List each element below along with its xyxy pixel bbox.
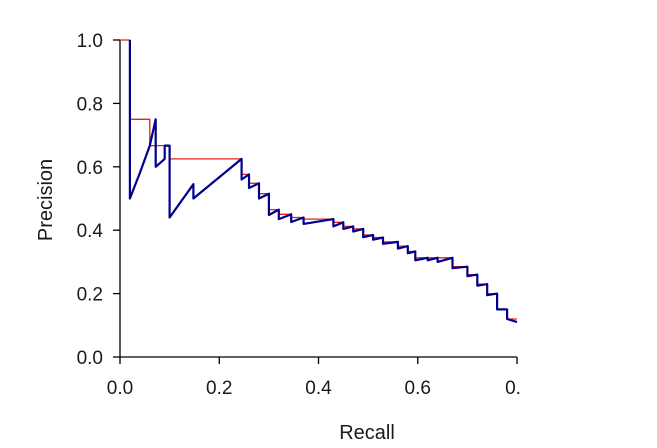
y-tick-label: 0.4 (77, 221, 104, 242)
y-tick-label: 1.0 (77, 31, 103, 52)
ticks: 0.0 0.2 0.4 0.6 0.8 1.0 0.0 0.2 0.4 0.6 0. (77, 31, 521, 399)
series-line-precision (128, 40, 518, 324)
axes (119, 40, 517, 358)
series-layer (120, 39, 518, 324)
x-tick-label: 0.4 (305, 378, 332, 399)
y-tick-label: 0.0 (77, 348, 103, 369)
x-tick-label: 0.0 (107, 378, 133, 399)
y-axis-title: Precision (35, 159, 57, 241)
y-tick-label: 0.2 (77, 285, 103, 306)
x-axis-title: Recall (339, 422, 395, 444)
x-tick-label: 0. (505, 378, 521, 399)
series-line-interpolated-precision (120, 39, 517, 320)
x-tick-label: 0.6 (405, 378, 431, 399)
y-tick-label: 0.8 (77, 94, 103, 115)
y-tick-label: 0.6 (77, 158, 103, 179)
x-tick-label: 0.2 (206, 378, 232, 399)
